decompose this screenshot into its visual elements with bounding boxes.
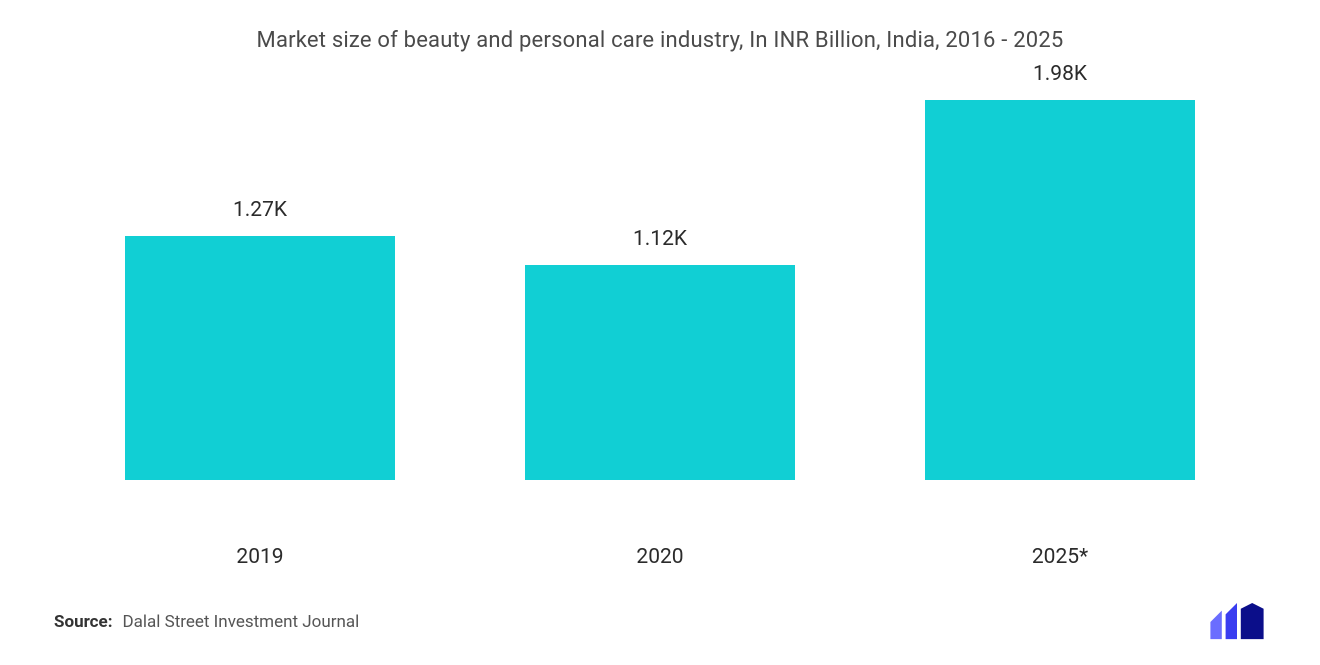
- bar-1: [525, 265, 795, 480]
- chart-title: Market size of beauty and personal care …: [0, 0, 1320, 53]
- source-line: Source: Dalal Street Investment Journal: [54, 612, 359, 632]
- brand-logo-icon: [1208, 603, 1266, 641]
- source-text: Dalal Street Investment Journal: [122, 612, 359, 632]
- bar-0: [125, 236, 395, 480]
- bars-row: 1.27K 1.12K 1.98K: [60, 100, 1260, 480]
- source-label: Source:: [54, 612, 112, 632]
- x-label-1: 2020: [525, 545, 795, 569]
- x-axis-labels: 2019 2020 2025*: [60, 545, 1260, 569]
- logo-bar-right: [1241, 603, 1264, 639]
- bar-group-1: 1.12K: [525, 227, 795, 480]
- x-label-0: 2019: [125, 545, 395, 569]
- bar-value-label: 1.27K: [233, 198, 287, 222]
- chart-footer: Source: Dalal Street Investment Journal: [54, 603, 1266, 641]
- logo-bar-mid: [1226, 603, 1237, 639]
- bar-group-0: 1.27K: [125, 198, 395, 480]
- bar-value-label: 1.12K: [633, 227, 687, 251]
- chart-plot-area: 1.27K 1.12K 1.98K: [60, 100, 1260, 480]
- bar-value-label: 1.98K: [1033, 62, 1087, 86]
- bar-2: [925, 100, 1195, 480]
- bar-group-2: 1.98K: [925, 62, 1195, 480]
- x-label-2: 2025*: [925, 545, 1195, 569]
- logo-bar-left: [1210, 611, 1221, 640]
